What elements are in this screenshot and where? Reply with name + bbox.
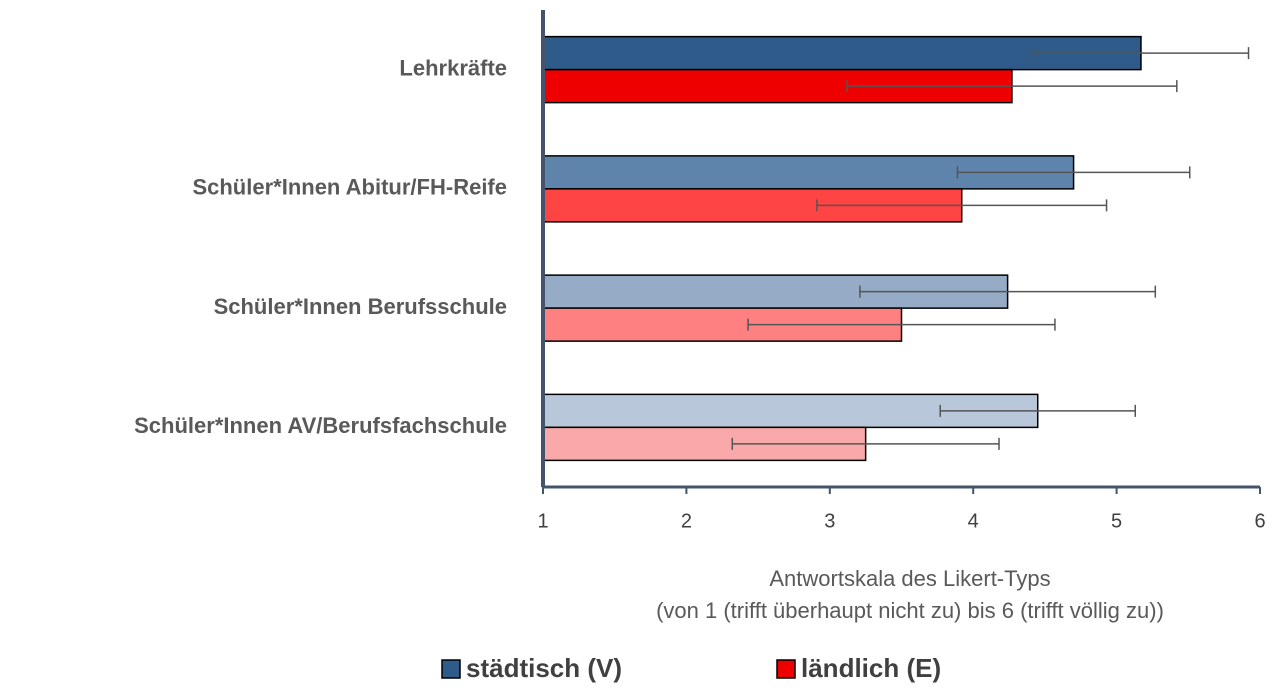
legend-label: ländlich (E) bbox=[801, 653, 941, 683]
x-axis-subtitle: (von 1 (trifft überhaupt nicht zu) bis 6… bbox=[656, 598, 1164, 623]
error-bar bbox=[956, 166, 1191, 179]
legend-label: städtisch (V) bbox=[466, 653, 622, 683]
error-bar bbox=[731, 437, 1000, 450]
x-tick-label: 6 bbox=[1254, 510, 1265, 532]
x-axis-title: Antwortskala des Likert-Typs bbox=[769, 566, 1050, 591]
category-label: Schüler*Innen AV/Berufsfachschule bbox=[134, 413, 507, 438]
error-bar bbox=[747, 318, 1056, 331]
error-bar bbox=[816, 199, 1108, 212]
x-tick-label: 2 bbox=[681, 510, 692, 532]
x-tick-label: 5 bbox=[1111, 510, 1122, 532]
legend-swatch bbox=[441, 659, 461, 679]
x-tick-label: 4 bbox=[968, 510, 979, 532]
x-tick-label: 3 bbox=[824, 510, 835, 532]
category-label: Lehrkräfte bbox=[399, 55, 507, 80]
error-bar bbox=[859, 285, 1157, 298]
x-tick-label: 1 bbox=[537, 510, 548, 532]
legend-swatch bbox=[776, 659, 796, 679]
category-label: Schüler*Innen Berufsschule bbox=[214, 294, 507, 319]
error-bar bbox=[939, 404, 1136, 417]
error-bar bbox=[846, 80, 1178, 93]
category-label: Schüler*Innen Abitur/FH-Reife bbox=[192, 175, 507, 200]
error-bar bbox=[1032, 47, 1250, 60]
